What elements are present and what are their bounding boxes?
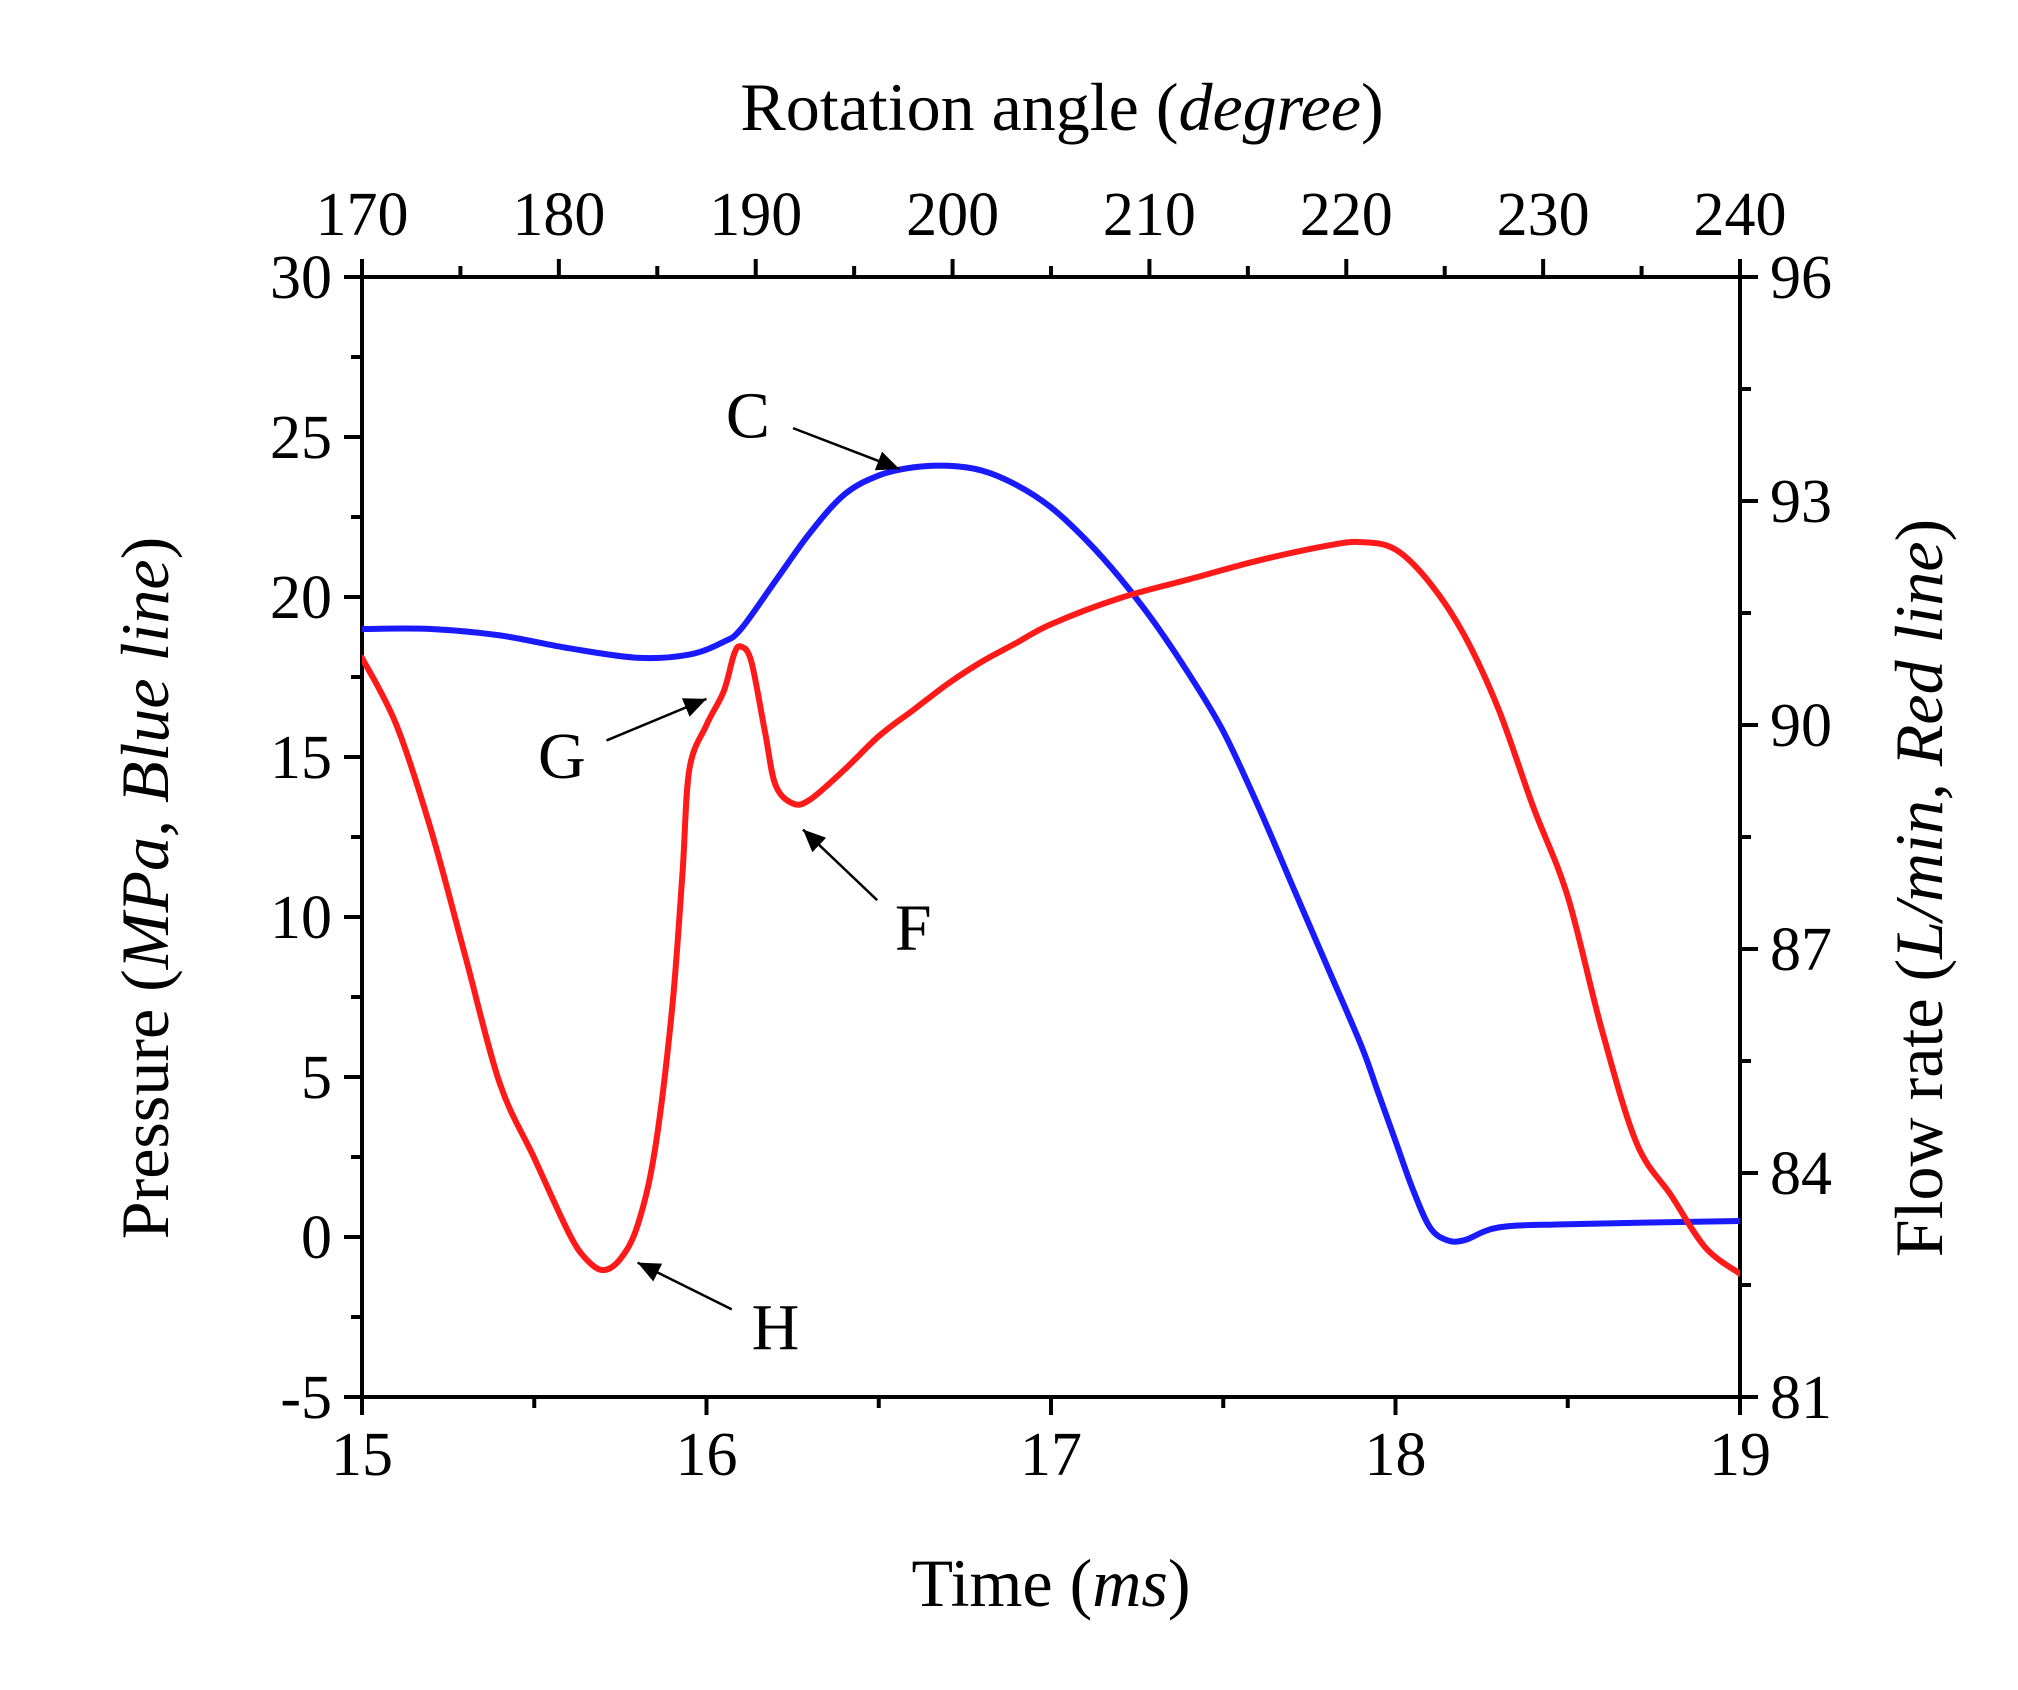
top-tick-label: 210: [1103, 181, 1196, 249]
annotation-arrow-g: [606, 697, 707, 742]
left-tick-label: 25: [270, 404, 332, 472]
bottom-tick-label: 19: [1709, 1421, 1771, 1489]
top-tick-label: 220: [1300, 181, 1393, 249]
pressure-line: [362, 462, 1740, 1245]
annotation-layer: C G F H: [538, 380, 932, 1364]
bottom-tick-label: 15: [331, 1421, 393, 1489]
annotation-arrow-f: [802, 828, 879, 902]
right-tick-label: 90: [1770, 692, 1832, 760]
left-tick-label: 15: [270, 724, 332, 792]
right-tick-label: 96: [1770, 244, 1832, 312]
series-layer: [362, 462, 1740, 1277]
top-axis-title: Rotation angle (degree): [740, 69, 1383, 145]
bottom-axis-title: Time (ms): [912, 1545, 1191, 1621]
left-axis-tick-labels: -5 0 5 10 15 20 25 30: [270, 244, 332, 1432]
left-tick-label: -5: [280, 1364, 332, 1432]
bottom-tick-label: 17: [1020, 1421, 1082, 1489]
left-tick-label: 0: [301, 1204, 332, 1272]
annotation-label-h: H: [752, 1291, 800, 1364]
right-tick-label: 84: [1770, 1140, 1832, 1208]
left-tick-label: 30: [270, 244, 332, 312]
right-axis-tick-labels: 81 84 87 90 93 96: [1770, 244, 1832, 1432]
left-tick-label: 5: [301, 1044, 332, 1112]
top-tick-label: 230: [1497, 181, 1590, 249]
bottom-axis-tick-labels: 15 16 17 18 19: [331, 1421, 1771, 1489]
right-tick-label: 81: [1770, 1364, 1832, 1432]
top-tick-label: 240: [1694, 181, 1787, 249]
annotation-label-g: G: [538, 720, 586, 793]
left-axis-title: Pressure (MPa, Blue line): [107, 537, 183, 1239]
top-tick-label: 170: [316, 181, 409, 249]
left-tick-label: 20: [270, 564, 332, 632]
right-tick-label: 87: [1770, 916, 1832, 984]
right-tick-label: 93: [1770, 468, 1832, 536]
top-axis-tick-labels: 170 180 190 200 210 220 230 240: [316, 181, 1787, 249]
top-tick-label: 190: [709, 181, 802, 249]
left-tick-label: 10: [270, 884, 332, 952]
right-axis-title: Flow rate (L/min, Red line): [1881, 519, 1957, 1257]
tick-marks: [344, 259, 1758, 1415]
top-tick-label: 180: [512, 181, 605, 249]
annotation-label-c: C: [726, 380, 770, 453]
flow-rate-line: [362, 538, 1740, 1277]
bottom-tick-label: 18: [1365, 1421, 1427, 1489]
annotation-label-f: F: [895, 892, 932, 965]
annotation-arrow-h: [637, 1261, 733, 1311]
top-tick-label: 200: [906, 181, 999, 249]
annotation-arrow-c: [792, 426, 900, 471]
bottom-tick-label: 16: [676, 1421, 738, 1489]
